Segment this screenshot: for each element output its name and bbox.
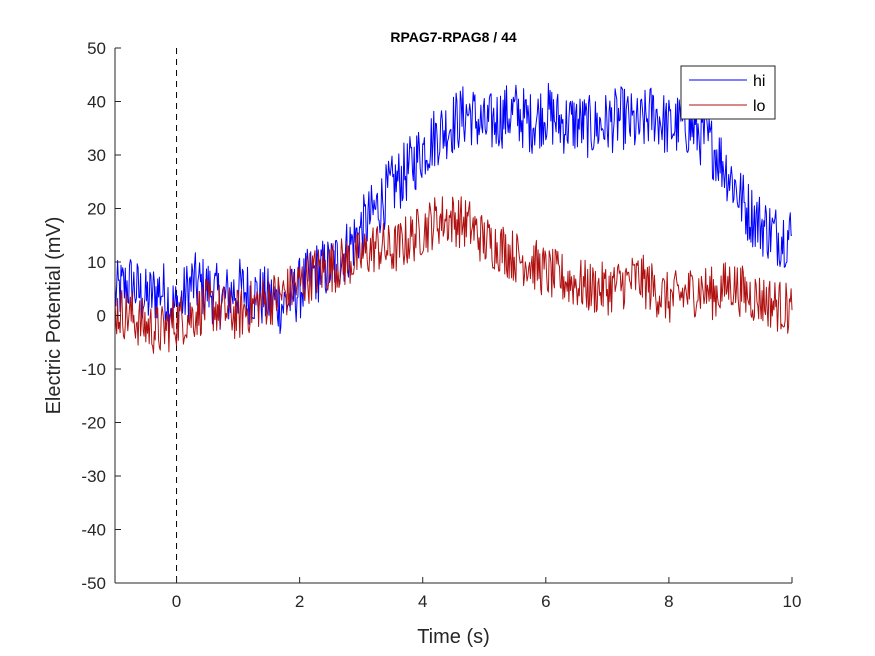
y-tick-label: -10 [81, 360, 106, 379]
x-axis-title: Time (s) [417, 626, 490, 648]
x-tick-label: 2 [295, 592, 304, 611]
legend-box [680, 65, 776, 120]
y-tick-label: 30 [87, 146, 106, 165]
chart-title: RPAG7-RPAG8 / 44 [390, 29, 517, 45]
legend-label-hi: hi [753, 73, 765, 90]
legend-label-lo: lo [753, 98, 766, 115]
y-tick-label: 0 [97, 307, 106, 326]
x-tick-label: 10 [783, 592, 802, 611]
y-tick-label: -50 [81, 574, 106, 593]
legend: hi lo [680, 65, 776, 120]
x-tick-label: 6 [541, 592, 550, 611]
series-line-hi [114, 82, 793, 339]
x-tick-label: 0 [172, 592, 181, 611]
y-tick-label: -40 [81, 521, 106, 540]
y-tick-label: 40 [87, 93, 106, 112]
tick-layer: 0 2 4 6 8 10 -50 -40 -30 -20 -10 0 10 20 30 40 50 [81, 39, 801, 611]
y-tick-label: 10 [87, 253, 106, 272]
series-line-lo [114, 196, 793, 354]
y-tick-label: 20 [87, 200, 106, 219]
x-tick-label: 4 [418, 592, 427, 611]
y-axis-title: Electric Potential (mV) [43, 217, 65, 415]
x-tick-label: 8 [664, 592, 673, 611]
y-tick-label: 50 [87, 39, 106, 58]
plot-area [115, 48, 792, 583]
y-tick-label: -20 [81, 414, 106, 433]
y-tick-label: -30 [81, 467, 106, 486]
series-layer [114, 82, 793, 354]
